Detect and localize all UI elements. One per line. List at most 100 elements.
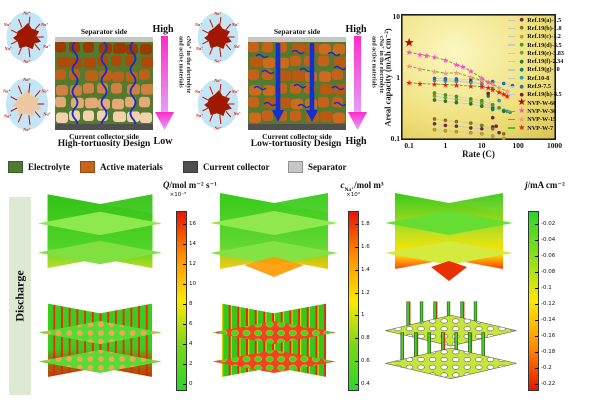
- colorbar-tick: -0.06: [541, 253, 556, 259]
- svg-text:★: ★: [467, 73, 474, 82]
- svg-text:★: ★: [431, 67, 438, 76]
- colorbar-tick: -0.08: [541, 269, 556, 275]
- j-colorbar: -0.02 -0.04 -0.06 -0.08 -0.1 -0.12 -0.14 -0.16 -…: [528, 211, 570, 393]
- colorbar-tick: -0.04: [541, 237, 556, 243]
- svg-text:★: ★: [496, 84, 503, 93]
- arrow-annotation-line2: and active materials: [370, 36, 377, 88]
- svg-text:Na⁺: Na⁺: [3, 113, 12, 118]
- colorbar-tick: -0.2: [541, 365, 552, 371]
- active-materials-swatch: [80, 161, 95, 173]
- svg-text:★: ★: [489, 85, 496, 94]
- x-tick: 100: [512, 141, 524, 150]
- active-materials-label: Active materials: [100, 162, 163, 172]
- svg-text:★: ★: [478, 74, 485, 83]
- svg-text:★: ★: [504, 92, 511, 101]
- colorbar-tick: 4: [189, 341, 193, 347]
- legend-item-separator: Separator: [288, 161, 347, 173]
- x-tick: 10: [478, 141, 486, 150]
- colorbar-tick: 6: [189, 321, 193, 327]
- colorbar-title-q: Q/mol m⁻² s⁻¹: [148, 180, 232, 193]
- y-tick: 1: [396, 73, 400, 83]
- j-symbol: j: [525, 180, 528, 190]
- collector-side-label: Current collector side: [262, 132, 332, 141]
- legend-entry: ★ NVP-W-60: [517, 97, 557, 109]
- svg-text:Na⁺: Na⁺: [22, 127, 31, 132]
- arrow-annotation-line2: and active materials: [177, 36, 184, 88]
- q-flux-3d-low-tortuosity: [37, 194, 163, 269]
- svg-text:★: ★: [406, 79, 413, 88]
- concentration-arrow-assembly: High cNa⁺ in the electrolyte and active …: [345, 24, 390, 150]
- legend-entry: ● Ref.19(f)-2.34: [508, 57, 564, 65]
- low-tortuosity-panel: Na⁺ Na⁺ Na⁺ Na⁺ Na⁺ Na⁺ Na⁺ Na⁺ Na⁺ Na⁺ Na⁺ Na⁺ Se…: [195, 0, 390, 155]
- c-multiplier: ×10³: [346, 192, 360, 198]
- colorbar-tick: 0: [189, 381, 193, 387]
- gradient-arrow-down: [348, 36, 367, 130]
- j-units: /mA cm⁻²: [527, 180, 565, 190]
- arrow-annotation-line1: cNa⁺ in the electrolyte: [378, 36, 384, 94]
- legend-item-active-materials: Active materials: [80, 161, 163, 173]
- colorbar-tick: 1: [361, 312, 365, 319]
- colorbar-tick: 1.2: [361, 289, 370, 296]
- discharge-text: Discharge: [12, 270, 27, 322]
- colorbar-tick: -0.02: [541, 221, 556, 227]
- svg-text:★: ★: [485, 78, 492, 87]
- svg-text:Na⁺: Na⁺: [233, 111, 241, 116]
- colorbar-tick: 12: [189, 261, 196, 267]
- na-ion-particle-inset: Na⁺ Na⁺ Na⁺ Na⁺ Na⁺ Na⁺: [3, 77, 51, 132]
- svg-text:★: ★: [485, 84, 492, 93]
- legend-entry: ★ NVP-W-7: [508, 124, 564, 132]
- separator-bar: [55, 37, 153, 42]
- arrow-high-label: High: [152, 24, 174, 35]
- x-tick: 1: [443, 141, 448, 150]
- svg-text:★: ★: [423, 51, 430, 60]
- colorbar-tick: 1.6: [361, 243, 370, 250]
- arrow-annotation: cNa⁺ in the electrolyte and active mater…: [369, 36, 385, 138]
- x-tick: 0.1: [404, 141, 414, 150]
- c-colorbar: 1.8 1.6 1.4 1.2 1 0.8 0.6 0.4: [348, 211, 390, 393]
- design-title: High-tortuosity Design: [57, 139, 151, 149]
- q-flux-3d-high-tortuosity: [38, 303, 162, 377]
- legend-item-current-collector: Current collector: [183, 161, 270, 173]
- electrolyte-label: Electrolyte: [28, 162, 70, 172]
- c-na-3d-high-tortuosity: [212, 303, 336, 377]
- current-collector-swatch: [183, 161, 198, 173]
- svg-text:Na⁺: Na⁺: [42, 44, 51, 49]
- colorbar-tick: -0.16: [541, 333, 556, 339]
- svg-text:★: ★: [489, 80, 496, 89]
- separator-label: Separator: [308, 162, 347, 172]
- svg-text:Na⁺: Na⁺: [22, 77, 31, 82]
- svg-text:★: ★: [496, 88, 503, 97]
- svg-text:★: ★: [459, 63, 466, 72]
- svg-text:★: ★: [416, 50, 423, 59]
- svg-text:★: ★: [442, 69, 449, 78]
- high-tortuosity-panel: Na⁺ Na⁺ Na⁺ Na⁺ Na⁺ Na⁺ Na⁺ Na⁺ Na⁺ Na⁺ Na⁺ Na⁺ Se…: [0, 0, 195, 155]
- c-units: /mol m³: [354, 180, 384, 190]
- q-colorbar: 16 14 12 10 8 6 4 2 0: [176, 211, 218, 393]
- svg-text:Na⁺: Na⁺: [22, 59, 31, 64]
- colorbar-tick: -0.22: [541, 381, 556, 387]
- colorbar-tick: 0.8: [361, 335, 370, 342]
- svg-text:★: ★: [500, 90, 507, 99]
- svg-text:★: ★: [467, 82, 474, 91]
- svg-text:★: ★: [467, 67, 474, 76]
- arrow-annotation: cNa⁺ in the electrolyte and active mater…: [176, 36, 192, 138]
- legend-entry: ★ NVP-W-30: [508, 107, 564, 115]
- svg-text:Na⁺: Na⁺: [4, 46, 13, 51]
- electrode-cross-section: Separator side Current collector side: [55, 27, 153, 144]
- q-units: /mol m⁻² s⁻¹: [169, 180, 217, 190]
- svg-text:★: ★: [478, 83, 485, 92]
- na-ion-particle-inset: Na⁺ Na⁺ Na⁺ Na⁺ Na⁺ Na⁺: [3, 11, 51, 65]
- colorbar-tick: -0.18: [541, 349, 556, 355]
- y-axis-ticks: 10 1 0.1: [389, 12, 400, 143]
- colorbar-tick: 14: [189, 241, 196, 247]
- colorbar-tick: -0.14: [541, 317, 556, 323]
- current-collector-bar: [55, 124, 153, 130]
- svg-text:Na⁺: Na⁺: [195, 113, 203, 118]
- svg-text:Na⁺: Na⁺: [213, 126, 221, 131]
- svg-text:★: ★: [416, 79, 423, 88]
- gradient-arrow-down: [155, 36, 174, 130]
- concentration-arrow-assembly: High cNa⁺ in the electrolyte and active …: [152, 24, 194, 150]
- q-multiplier: ×10⁻⁵: [169, 192, 187, 198]
- svg-text:Na⁺: Na⁺: [195, 22, 202, 27]
- svg-text:★: ★: [453, 69, 460, 78]
